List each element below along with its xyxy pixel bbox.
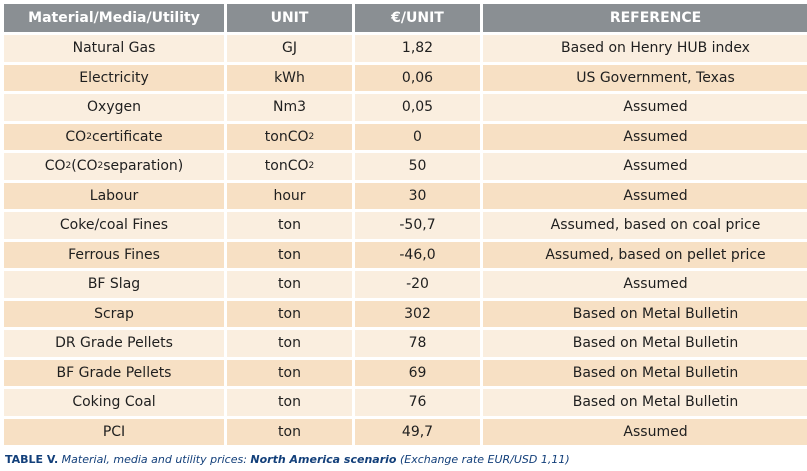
reference-cell: Assumed xyxy=(483,153,807,180)
price-cell: 302 xyxy=(355,300,480,327)
unit-cell: tonCO 2 xyxy=(227,153,352,180)
material-cell: Natural Gas xyxy=(4,35,224,62)
material-cell: CO 2 certificate xyxy=(4,123,224,150)
price-table: Material/Media/Utility UNIT €/UNIT REFER… xyxy=(4,4,807,445)
material-cell: Coke/coal Fines xyxy=(4,212,224,239)
unit-cell: GJ xyxy=(227,35,352,62)
price-cell: 78 xyxy=(355,330,480,357)
price-cell: -50,7 xyxy=(355,212,480,239)
caption-note: (Exchange rate EUR/USD 1,11) xyxy=(396,453,570,466)
material-cell: BF Slag xyxy=(4,271,224,298)
price-cell: 49,7 xyxy=(355,418,480,445)
price-cell: 0,06 xyxy=(355,64,480,91)
unit-cell: hour xyxy=(227,182,352,209)
price-cell: -20 xyxy=(355,271,480,298)
unit-cell: ton xyxy=(227,241,352,268)
unit-cell: ton xyxy=(227,271,352,298)
price-cell: 69 xyxy=(355,359,480,386)
unit-cell: ton xyxy=(227,300,352,327)
reference-cell: Based on Metal Bulletin xyxy=(483,389,807,416)
material-cell: Scrap xyxy=(4,300,224,327)
caption-scenario: North America scenario xyxy=(250,453,397,466)
unit-cell: ton xyxy=(227,330,352,357)
material-cell: CO 2 (CO 2 separation) xyxy=(4,153,224,180)
caption-text: Material, media and utility prices: xyxy=(58,453,251,466)
material-cell: Electricity xyxy=(4,64,224,91)
unit-cell: tonCO 2 xyxy=(227,123,352,150)
price-cell: -46,0 xyxy=(355,241,480,268)
material-cell: Ferrous Fines xyxy=(4,241,224,268)
unit-cell: ton xyxy=(227,359,352,386)
reference-cell: Assumed, based on pellet price xyxy=(483,241,807,268)
material-cell: Labour xyxy=(4,182,224,209)
price-cell: 0 xyxy=(355,123,480,150)
material-cell: PCI xyxy=(4,418,224,445)
material-cell: BF Grade Pellets xyxy=(4,359,224,386)
reference-cell: Assumed, based on coal price xyxy=(483,212,807,239)
unit-cell: kWh xyxy=(227,64,352,91)
table-caption: TABLE V. Material, media and utility pri… xyxy=(5,453,570,466)
reference-cell: Assumed xyxy=(483,271,807,298)
reference-cell: Based on Metal Bulletin xyxy=(483,359,807,386)
header-reference: REFERENCE xyxy=(483,4,807,32)
header-price: €/UNIT xyxy=(355,4,480,32)
price-cell: 0,05 xyxy=(355,94,480,121)
material-cell: Oxygen xyxy=(4,94,224,121)
reference-cell: Assumed xyxy=(483,182,807,209)
header-unit: UNIT xyxy=(227,4,352,32)
price-cell: 76 xyxy=(355,389,480,416)
material-cell: Coking Coal xyxy=(4,389,224,416)
price-cell: 30 xyxy=(355,182,480,209)
price-cell: 1,82 xyxy=(355,35,480,62)
reference-cell: Assumed xyxy=(483,418,807,445)
reference-cell: Based on Henry HUB index xyxy=(483,35,807,62)
reference-cell: US Government, Texas xyxy=(483,64,807,91)
unit-cell: ton xyxy=(227,418,352,445)
reference-cell: Assumed xyxy=(483,123,807,150)
price-cell: 50 xyxy=(355,153,480,180)
caption-label: TABLE V. xyxy=(5,453,59,466)
reference-cell: Based on Metal Bulletin xyxy=(483,330,807,357)
unit-cell: ton xyxy=(227,212,352,239)
unit-cell: ton xyxy=(227,389,352,416)
reference-cell: Based on Metal Bulletin xyxy=(483,300,807,327)
material-cell: DR Grade Pellets xyxy=(4,330,224,357)
reference-cell: Assumed xyxy=(483,94,807,121)
header-material: Material/Media/Utility xyxy=(4,4,224,32)
unit-cell: Nm3 xyxy=(227,94,352,121)
